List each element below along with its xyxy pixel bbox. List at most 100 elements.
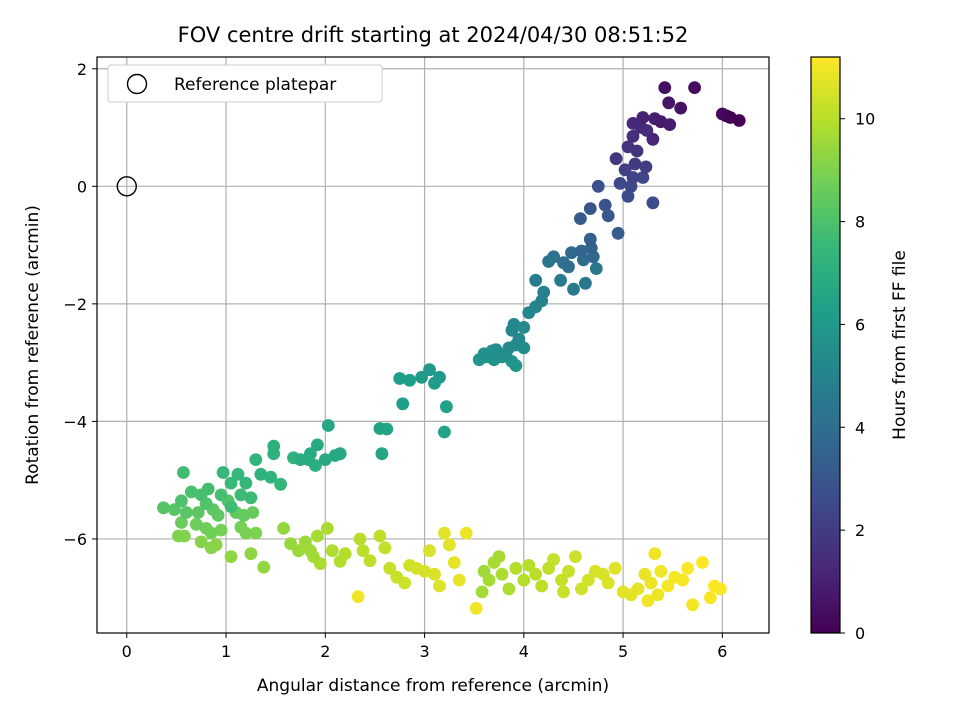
- data-point: [320, 522, 334, 535]
- data-point: [284, 537, 297, 551]
- data-point: [554, 273, 567, 287]
- data-point: [311, 438, 324, 452]
- data-point: [433, 579, 446, 593]
- data-point: [423, 363, 436, 377]
- data-point: [239, 476, 253, 490]
- data-point: [569, 550, 582, 563]
- data-point: [191, 506, 205, 519]
- colorbar-tick-label: 8: [855, 213, 865, 232]
- x-tick-label: 6: [717, 642, 727, 661]
- data-point: [257, 560, 271, 574]
- data-point: [557, 256, 570, 270]
- data-point: [447, 556, 461, 569]
- data-point: [299, 535, 312, 549]
- data-point: [244, 547, 258, 561]
- x-axis-ticks: 0 1 2 3 4 5 6: [122, 633, 727, 661]
- data-point: [626, 129, 640, 143]
- data-point: [495, 567, 509, 581]
- data-point: [714, 582, 727, 596]
- data-point: [662, 96, 676, 110]
- data-point: [274, 477, 287, 491]
- y-axis-label: Rotation from reference (arcmin): [23, 205, 43, 485]
- data-point: [378, 541, 392, 555]
- data-point: [562, 564, 575, 578]
- data-point: [403, 373, 417, 387]
- data-point: [616, 585, 630, 599]
- data-point: [609, 152, 623, 166]
- data-point: [628, 157, 642, 171]
- data-point: [396, 397, 410, 411]
- data-point: [423, 544, 436, 558]
- data-point: [575, 244, 588, 258]
- data-point: [646, 132, 660, 146]
- data-point: [333, 554, 347, 568]
- x-tick-label: 3: [419, 642, 429, 661]
- data-point: [517, 573, 531, 587]
- data-point: [321, 419, 335, 432]
- data-point: [535, 579, 549, 593]
- colorbar: 0 2 4 6 8 10 Hours from first FF file: [810, 56, 910, 643]
- data-point: [529, 567, 543, 581]
- x-tick-label: 5: [618, 642, 628, 661]
- data-point: [704, 591, 717, 605]
- plot-frame: [96, 56, 770, 634]
- data-point: [403, 559, 417, 572]
- chart-title: FOV centre drift starting at 2024/04/30 …: [178, 23, 689, 47]
- x-tick-label: 4: [519, 642, 529, 661]
- y-tick-label: −6: [63, 530, 87, 549]
- data-point: [583, 202, 597, 216]
- x-axis-label: Angular distance from reference (arcmin): [257, 676, 609, 696]
- legend: Reference platepar: [107, 64, 383, 103]
- data-point: [231, 467, 245, 481]
- data-point: [658, 81, 672, 94]
- data-point: [608, 561, 622, 575]
- data-point: [575, 582, 588, 596]
- data-point: [686, 598, 699, 612]
- colorbar-label: Hours from first FF file: [890, 250, 910, 440]
- colorbar-tick-label: 6: [855, 315, 865, 334]
- data-point: [452, 573, 466, 587]
- data-point: [668, 570, 682, 584]
- data-point: [373, 529, 387, 543]
- data-point: [249, 453, 263, 466]
- data-point: [254, 467, 268, 481]
- data-point: [459, 526, 473, 540]
- data-point: [189, 517, 203, 531]
- data-point: [557, 585, 570, 599]
- data-point: [304, 447, 317, 461]
- data-point: [688, 81, 701, 94]
- data-point: [363, 554, 377, 568]
- colorbar-tick-label: 0: [855, 624, 865, 643]
- data-point: [428, 567, 441, 581]
- data-point: [475, 585, 489, 599]
- data-point: [502, 582, 516, 596]
- data-point: [646, 196, 660, 210]
- data-point: [621, 189, 635, 203]
- data-point: [438, 425, 451, 439]
- data-point: [214, 523, 228, 537]
- data-point: [542, 561, 555, 575]
- data-point: [318, 453, 332, 466]
- data-point: [353, 532, 367, 546]
- data-point: [168, 503, 181, 516]
- data-point: [157, 501, 170, 515]
- data-point: [611, 226, 625, 240]
- data-point: [583, 232, 597, 246]
- legend-entry-reference: Reference platepar: [174, 75, 336, 95]
- data-point: [492, 550, 506, 563]
- data-point: [517, 321, 531, 334]
- data-point: [588, 564, 602, 578]
- data-point: [537, 285, 551, 299]
- data-point: [264, 470, 278, 484]
- data-point: [177, 466, 190, 479]
- data-point: [648, 547, 662, 561]
- data-point: [641, 594, 655, 608]
- data-point: [244, 491, 258, 505]
- data-point: [626, 171, 640, 184]
- data-point: [636, 111, 650, 124]
- data-point: [505, 323, 519, 337]
- colorbar-tick-label: 4: [855, 418, 865, 437]
- data-point: [234, 520, 248, 534]
- data-point: [618, 163, 632, 177]
- data-point: [311, 529, 324, 543]
